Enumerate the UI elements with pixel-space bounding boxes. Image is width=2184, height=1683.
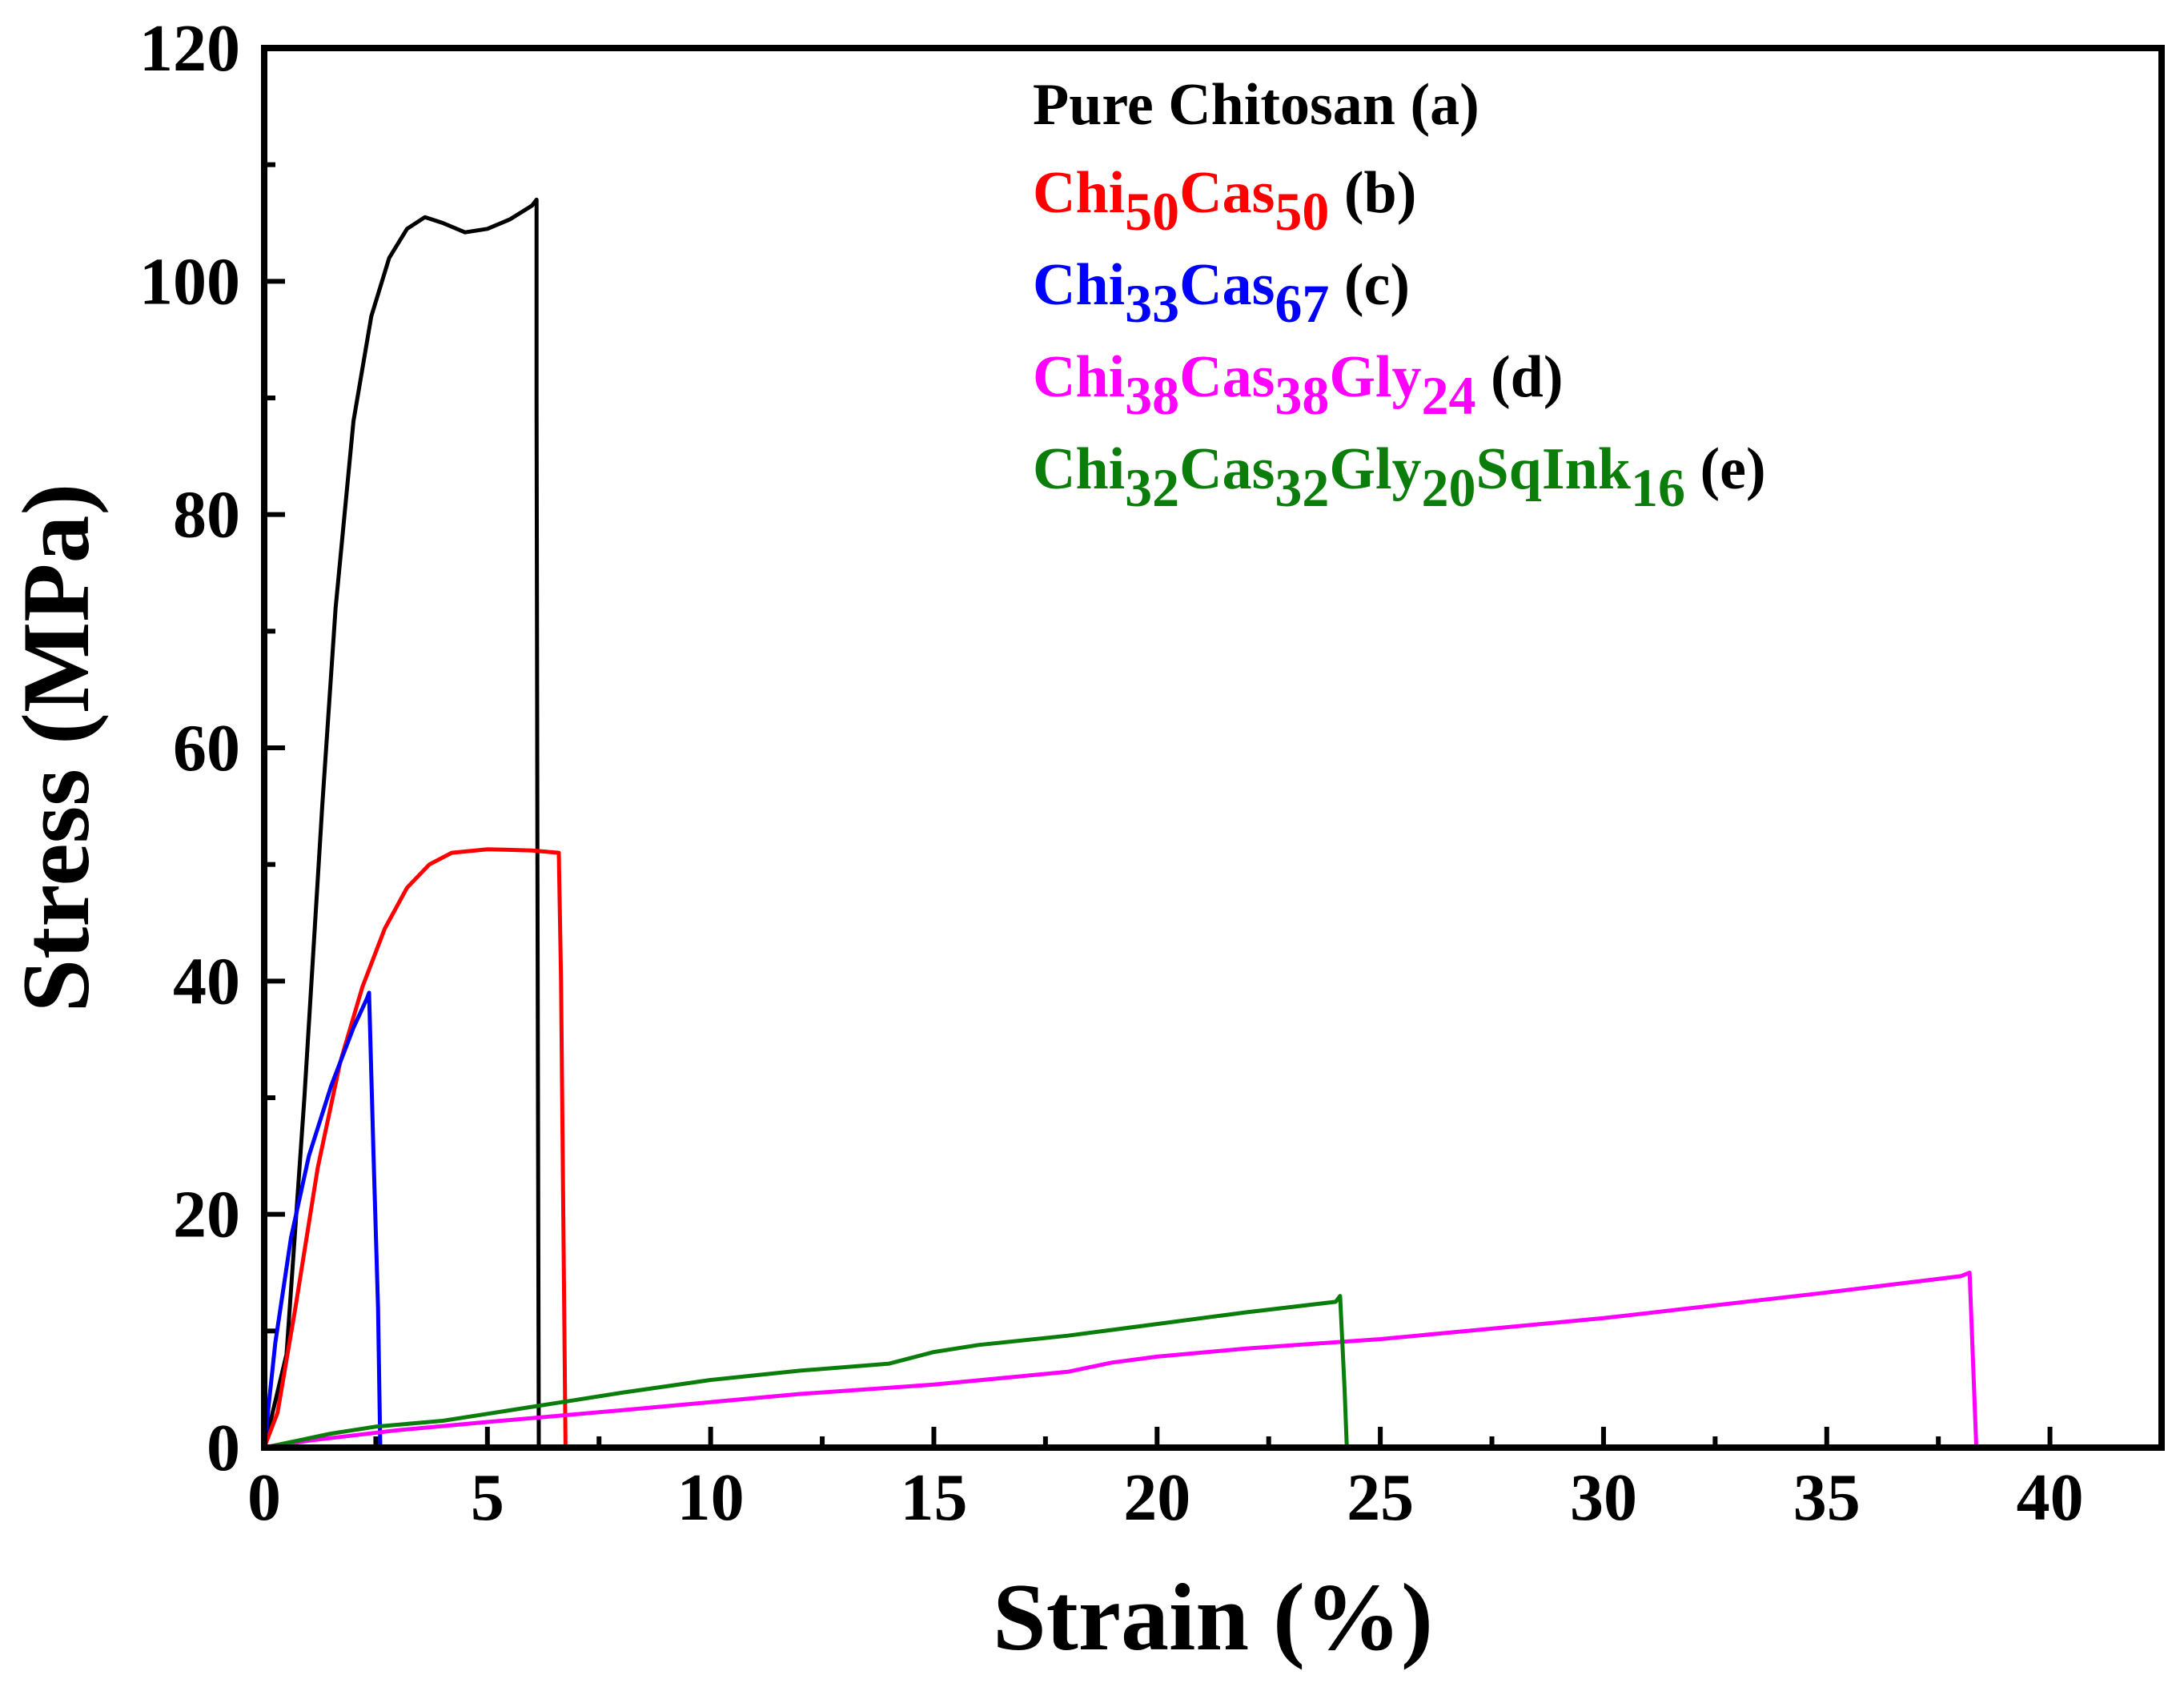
series-line-2 [262,990,383,1450]
series-line-3 [262,1271,1979,1450]
series-line-1 [262,847,568,1450]
legend-entry-2: Chi33Cas67 (c) [1033,252,1410,334]
y-tick-label: 80 [173,478,240,552]
series-line-0 [262,197,541,1450]
x-axis-title: Strain (%) [993,1564,1433,1670]
y-tick-label: 120 [139,11,240,86]
x-tick-label: 10 [677,1460,745,1535]
x-tick-label: 25 [1347,1460,1414,1535]
y-tick-label: 0 [207,1411,240,1485]
y-axis-title: Stress (MPa) [2,484,109,1013]
legend-entry-0: Pure Chitosan (a) [1033,72,1479,138]
y-tick-label: 40 [173,944,240,1018]
legend-entry-1: Chi50Cas50 (b) [1033,160,1416,242]
x-tick-label: 40 [2017,1460,2084,1535]
x-tick-label: 0 [247,1460,281,1535]
y-tick-label: 60 [173,711,240,785]
series-line-4 [262,1294,1349,1450]
y-tick-label: 20 [173,1178,240,1252]
legend-entry-3: Chi38Cas38Gly24 (d) [1033,344,1563,426]
legend-entry-4: Chi32Cas32Gly20SqInk16 (e) [1033,436,1766,518]
x-tick-label: 20 [1123,1460,1190,1535]
x-tick-label: 35 [1793,1460,1861,1535]
x-tick-label: 30 [1570,1460,1637,1535]
legend: Pure Chitosan (a) Chi50Cas50 (b) Chi33Cas6… [1033,72,1766,518]
tick-layer: 0 5 10 15 20 25 30 35 40 0 20 40 60 80 100 120 [139,11,2164,1535]
y-tick-label: 100 [139,244,240,319]
series-layer [262,197,1979,1450]
x-tick-label: 15 [900,1460,967,1535]
x-tick-label: 5 [471,1460,504,1535]
